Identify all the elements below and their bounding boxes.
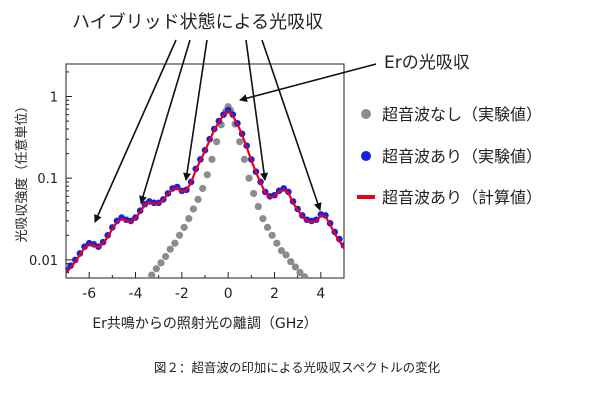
- y-tick-label: 0.1: [37, 172, 58, 187]
- annotation-arrow: [245, 39, 269, 181]
- line-ultrasound-calc: [66, 109, 344, 274]
- x-tick-label: -2: [175, 286, 189, 302]
- annotation-arrows: [94, 39, 377, 223]
- point-no-ultrasound: [277, 246, 286, 255]
- axis-ticks: -6 -4 -2 0 2 4 0.01 0.1 1: [29, 71, 345, 302]
- point-no-ultrasound: [268, 231, 276, 239]
- point-no-ultrasound: [287, 258, 295, 266]
- annotation-arrow: [139, 39, 191, 204]
- point-no-ultrasound: [259, 215, 267, 223]
- annotation-arrow: [239, 63, 377, 103]
- point-no-ultrasound: [175, 231, 184, 239]
- point-no-ultrasound: [194, 195, 202, 204]
- point-no-ultrasound: [189, 205, 198, 213]
- point-no-ultrasound: [296, 268, 304, 277]
- x-tick-label: -4: [129, 286, 143, 302]
- point-no-ultrasound: [240, 155, 248, 163]
- legend-marker-ultrasound-exp: [361, 151, 371, 161]
- er-annotation: Erの光吸収: [384, 53, 470, 73]
- legend: 超音波なし（実験値） 超音波あり（実験値） 超音波あり（計算値）: [357, 105, 542, 207]
- y-tick-label: 0.01: [29, 254, 58, 269]
- x-tick-label: 0: [224, 286, 233, 302]
- point-no-ultrasound: [282, 251, 290, 259]
- hybrid-annotation: ハイブリッド状態による光吸収: [72, 11, 323, 33]
- point-no-ultrasound: [180, 223, 188, 231]
- point-no-ultrasound: [152, 265, 160, 273]
- y-axis-label: 光吸収強度（任意単位）: [14, 99, 30, 242]
- point-no-ultrasound: [245, 174, 253, 182]
- x-tick-label: -6: [82, 286, 96, 302]
- point-no-ultrasound: [148, 271, 156, 278]
- point-no-ultrasound: [208, 155, 216, 163]
- point-no-ultrasound: [162, 252, 170, 261]
- legend-label-no-ultrasound: 超音波なし（実験値）: [382, 105, 542, 124]
- point-no-ultrasound: [301, 273, 309, 278]
- annotation-arrow: [94, 39, 177, 223]
- legend-marker-no-ultrasound: [361, 109, 371, 119]
- figure-caption: 図２：超音波の印加による光吸収スペクトルの変化: [154, 360, 441, 375]
- point-no-ultrasound: [254, 202, 262, 211]
- point-no-ultrasound: [199, 184, 207, 192]
- plot-frame: [65, 63, 345, 279]
- point-no-ultrasound: [250, 189, 258, 198]
- annotation-arrow: [261, 39, 322, 211]
- series-layer: [66, 103, 344, 278]
- point-no-ultrasound: [185, 215, 193, 223]
- annotation-arrow: [183, 39, 208, 181]
- x-tick-label: 4: [316, 286, 325, 302]
- point-no-ultrasound: [236, 138, 244, 146]
- point-no-ultrasound: [212, 138, 221, 146]
- legend-label-ultrasound-exp: 超音波あり（実験値）: [382, 147, 542, 166]
- x-tick-label: 2: [270, 286, 279, 302]
- point-no-ultrasound: [157, 259, 165, 267]
- point-no-ultrasound: [166, 245, 174, 253]
- legend-label-ultrasound-calc: 超音波あり（計算値）: [382, 188, 542, 207]
- point-no-ultrasound: [263, 223, 272, 231]
- y-tick-label: 1: [50, 91, 58, 106]
- x-axis-label: Er共鳴からの照射光の離調（GHz）: [92, 315, 317, 332]
- point-no-ultrasound: [171, 239, 179, 247]
- point-no-ultrasound: [273, 239, 281, 247]
- point-no-ultrasound: [291, 263, 299, 271]
- point-no-ultrasound: [203, 171, 211, 179]
